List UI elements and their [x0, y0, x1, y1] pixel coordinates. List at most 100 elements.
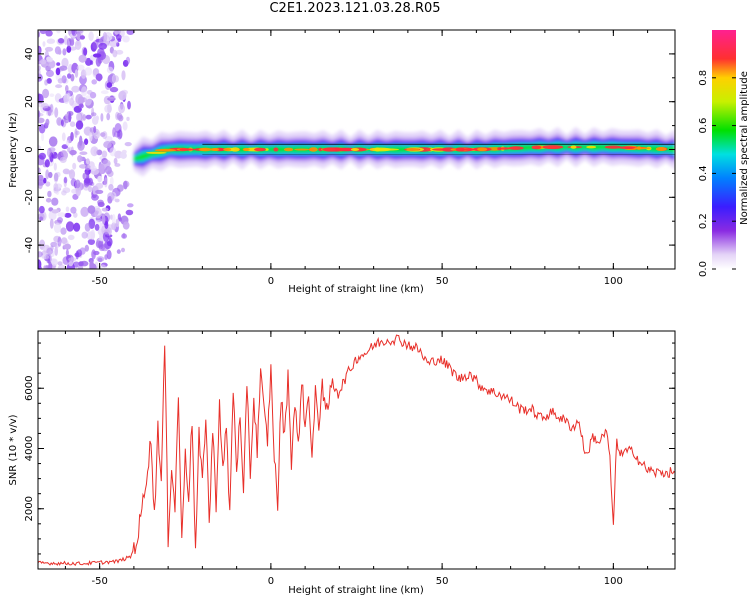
noise-speckle: [90, 112, 97, 117]
noise-speckle: [78, 54, 87, 63]
y-tick-label: -20: [24, 189, 35, 205]
noise-speckle: [45, 253, 52, 264]
noise-speckle: [109, 147, 117, 157]
noise-speckle: [73, 222, 81, 232]
noise-speckle: [65, 170, 73, 175]
noise-speckle: [59, 156, 67, 163]
noise-speckle: [56, 30, 61, 34]
noise-speckle: [109, 86, 119, 93]
noise-speckle: [46, 38, 56, 44]
noise-speckle: [94, 207, 102, 219]
noise-speckle: [76, 64, 85, 71]
noise-speckle: [84, 244, 90, 252]
noise-speckle: [49, 218, 54, 229]
colorbar-tick-label: 0.6: [698, 118, 709, 134]
noise-speckle: [107, 192, 115, 201]
noise-speckle: [55, 154, 62, 159]
noise-speckle: [39, 58, 47, 65]
noise-speckle: [57, 38, 65, 44]
noise-speckle: [47, 147, 52, 158]
noise-speckle: [72, 162, 77, 170]
noise-speckle: [71, 30, 76, 35]
noise-speckle: [116, 30, 121, 35]
colorbar-label: Normalized spectral amplitude: [739, 71, 750, 225]
noise-speckle: [38, 123, 46, 134]
noise-speckle: [97, 175, 103, 183]
noise-speckle: [38, 251, 43, 258]
noise-speckle: [83, 47, 88, 57]
noise-speckle: [78, 96, 84, 106]
noise-speckle: [38, 266, 43, 269]
noise-speckle: [57, 49, 62, 55]
noise-speckle: [121, 70, 126, 81]
spectrogram-x-axis-label: Height of straight line (km): [288, 284, 424, 295]
noise-speckle: [104, 177, 108, 188]
noise-speckle: [60, 227, 67, 235]
noise-speckle: [60, 150, 67, 157]
noise-speckle: [94, 223, 100, 231]
signal-hotspot: [508, 146, 524, 150]
noise-speckle: [120, 152, 127, 159]
noise-speckle: [108, 95, 116, 100]
noise-speckle: [114, 198, 120, 203]
noise-speckle: [57, 236, 62, 247]
noise-speckle: [122, 59, 129, 67]
noise-speckle: [114, 123, 122, 134]
noise-speckle: [44, 79, 48, 86]
noise-speckle: [70, 206, 77, 214]
noise-speckle: [84, 178, 91, 184]
noise-speckle: [95, 189, 104, 194]
y-tick-label: 20: [24, 95, 35, 108]
noise-speckle: [47, 190, 52, 198]
noise-speckle: [53, 183, 59, 191]
noise-speckle: [68, 261, 74, 267]
noise-speckle: [104, 240, 112, 250]
signal-hotspot: [637, 146, 641, 150]
signal-hotspot: [223, 147, 232, 152]
noise-speckle: [82, 114, 87, 121]
noise-speckle: [63, 176, 68, 184]
noise-speckle: [87, 238, 95, 245]
signal-hotspot: [441, 147, 457, 152]
noise-speckle: [65, 249, 69, 257]
noise-speckle: [98, 163, 105, 175]
noise-speckle: [85, 57, 93, 66]
spectrogram-y-axis-label: Frequency (Hz): [8, 112, 19, 188]
noise-speckle: [46, 247, 54, 255]
noise-speckle: [126, 30, 135, 35]
noise-speckle: [78, 261, 84, 267]
noise-speckle: [89, 165, 97, 172]
noise-speckle: [100, 113, 104, 122]
noise-speckle: [113, 75, 119, 83]
signal-hotspot: [154, 148, 177, 152]
noise-speckle: [88, 132, 93, 142]
colorbar-tick-label: 0.4: [698, 165, 709, 181]
noise-speckle: [57, 217, 63, 223]
noise-speckle: [46, 69, 54, 78]
noise-speckle: [75, 250, 79, 260]
signal-hotspot: [350, 148, 360, 151]
noise-speckle: [66, 37, 72, 48]
noise-speckle: [48, 136, 58, 147]
noise-speckle: [81, 231, 88, 239]
signal-hotspot: [586, 145, 597, 149]
noise-speckle: [102, 159, 111, 168]
signal-hotspot: [309, 147, 318, 152]
noise-speckle: [91, 194, 99, 201]
signal-hotspot: [198, 147, 212, 152]
noise-speckle: [43, 265, 47, 269]
noise-speckle: [63, 35, 68, 45]
snr-plot-background: [38, 331, 675, 569]
noise-speckle: [80, 206, 89, 217]
signal-hotspot: [212, 148, 217, 151]
noise-speckle: [104, 136, 113, 142]
noise-speckle: [46, 78, 52, 84]
noise-speckle: [97, 201, 105, 207]
noise-speckle: [82, 172, 86, 180]
snr-plot-frame: [37, 330, 676, 570]
noise-speckle: [106, 82, 113, 88]
noise-speckle: [61, 144, 68, 150]
noise-speckle: [73, 212, 78, 218]
noise-speckle: [57, 78, 64, 84]
noise-speckle: [41, 102, 49, 109]
